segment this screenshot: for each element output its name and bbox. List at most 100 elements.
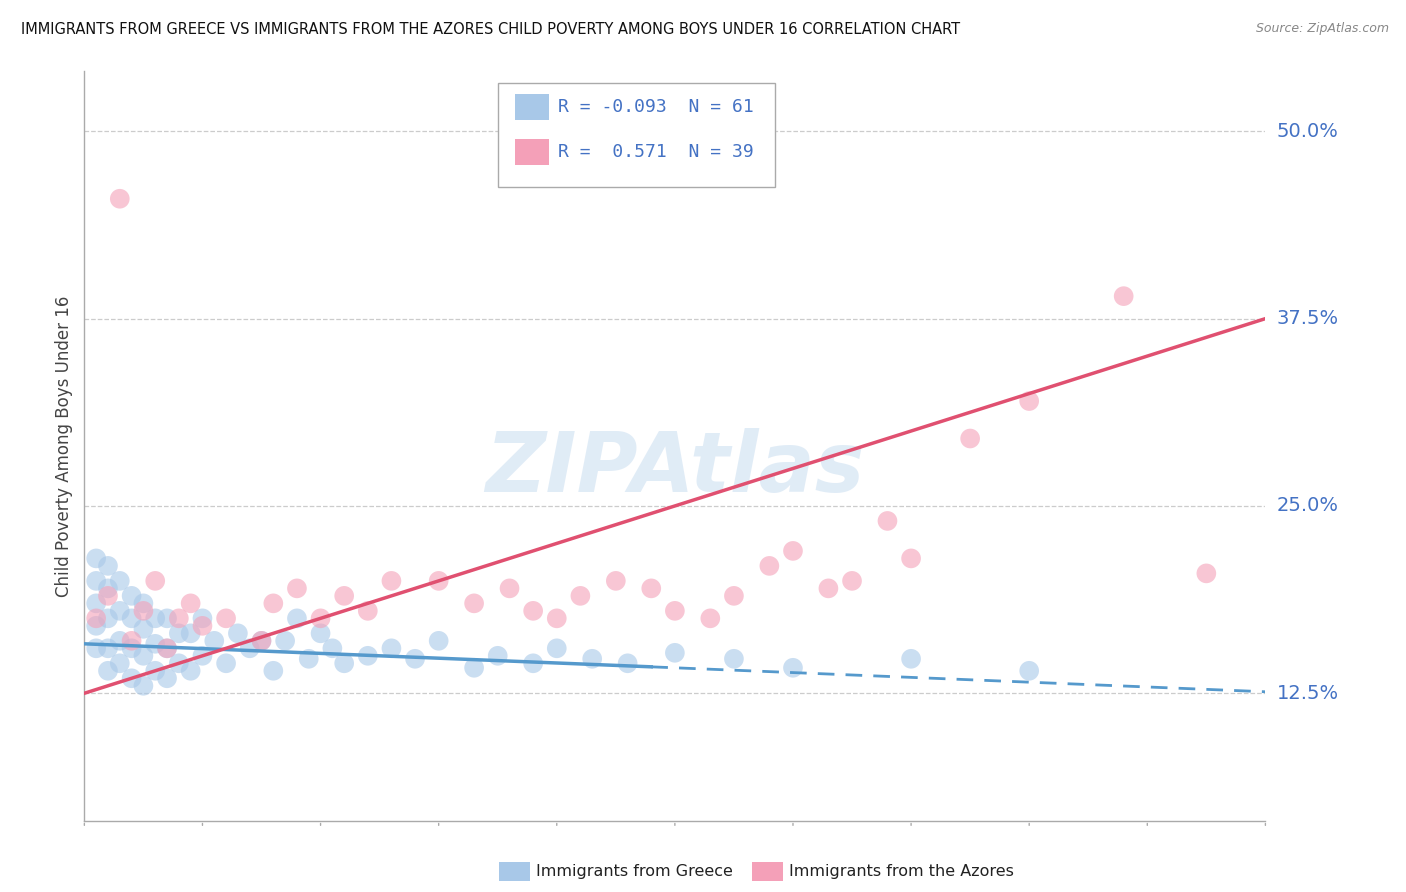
Point (723, 589, 745, 603)
Point (191, 619, 214, 633)
Point (84, 619, 107, 633)
Text: 12.5%: 12.5% (1277, 684, 1339, 703)
Text: Immigrants from Greece: Immigrants from Greece (536, 864, 733, 879)
Point (427, 633, 450, 648)
Point (357, 648, 380, 663)
Point (84, 551, 107, 566)
Point (1018, 394, 1040, 409)
Text: Immigrants from the Azores: Immigrants from the Azores (789, 864, 1014, 879)
Text: R =  0.571  N = 39: R = 0.571 N = 39 (558, 143, 754, 161)
Point (132, 648, 155, 663)
Point (522, 604, 544, 618)
Point (841, 574, 863, 588)
Point (132, 596, 155, 610)
Point (132, 679, 155, 693)
Point (309, 626, 332, 640)
Point (121, 589, 143, 603)
Point (1018, 664, 1040, 678)
Text: Source: ZipAtlas.com: Source: ZipAtlas.com (1256, 22, 1389, 36)
Point (640, 582, 662, 596)
Point (215, 611, 238, 625)
Y-axis label: Child Poverty Among Boys Under 16: Child Poverty Among Boys Under 16 (55, 295, 73, 597)
Point (250, 633, 273, 648)
Point (84, 641, 107, 656)
Point (226, 626, 249, 640)
Point (84, 596, 107, 610)
Point (167, 626, 190, 640)
Point (121, 641, 143, 656)
Point (215, 657, 238, 671)
Point (108, 657, 131, 671)
Point (121, 633, 143, 648)
Point (108, 574, 131, 588)
Point (380, 574, 402, 588)
Point (108, 633, 131, 648)
Point (723, 652, 745, 666)
Point (357, 604, 380, 618)
Text: R = -0.093  N = 61: R = -0.093 N = 61 (558, 98, 754, 116)
Point (132, 604, 155, 618)
Point (782, 661, 804, 675)
Text: ZIPAtlas: ZIPAtlas (485, 428, 865, 509)
Point (97, 589, 120, 603)
Point (250, 633, 273, 648)
Point (699, 611, 721, 625)
Bar (516, 139, 548, 165)
Point (143, 611, 166, 625)
Point (180, 664, 202, 678)
Point (298, 652, 321, 666)
Point (191, 611, 214, 625)
Point (664, 646, 686, 660)
Point (463, 661, 485, 675)
Point (132, 622, 155, 636)
Point (156, 671, 179, 685)
Point (427, 574, 450, 588)
Point (202, 633, 225, 648)
Point (285, 582, 308, 596)
Point (333, 657, 356, 671)
Point (239, 641, 262, 656)
Point (569, 589, 592, 603)
Point (108, 192, 131, 206)
Point (167, 657, 190, 671)
Text: 25.0%: 25.0% (1277, 497, 1339, 516)
Point (309, 611, 332, 625)
Point (156, 641, 179, 656)
Point (616, 657, 638, 671)
Point (167, 611, 190, 625)
Point (121, 671, 143, 685)
Point (900, 551, 922, 566)
Text: 37.5%: 37.5% (1277, 310, 1339, 328)
Point (262, 596, 284, 610)
Point (262, 664, 284, 678)
Point (191, 648, 214, 663)
Point (180, 626, 202, 640)
Point (959, 432, 981, 446)
Point (782, 544, 804, 558)
Point (180, 596, 202, 610)
Point (97, 664, 120, 678)
Point (143, 637, 166, 651)
Point (900, 652, 922, 666)
Text: IMMIGRANTS FROM GREECE VS IMMIGRANTS FROM THE AZORES CHILD POVERTY AMONG BOYS UN: IMMIGRANTS FROM GREECE VS IMMIGRANTS FRO… (21, 22, 960, 37)
Point (333, 589, 356, 603)
Point (84, 611, 107, 625)
Point (121, 611, 143, 625)
Point (581, 652, 603, 666)
Point (546, 611, 568, 625)
Point (380, 641, 402, 656)
Point (522, 657, 544, 671)
Point (156, 611, 179, 625)
Point (605, 574, 627, 588)
Point (84, 574, 107, 588)
Point (108, 604, 131, 618)
Point (463, 596, 485, 610)
Point (97, 558, 120, 573)
Point (817, 582, 839, 596)
Point (156, 641, 179, 656)
Point (546, 641, 568, 656)
Point (664, 604, 686, 618)
Point (97, 641, 120, 656)
Point (143, 664, 166, 678)
Point (486, 648, 509, 663)
